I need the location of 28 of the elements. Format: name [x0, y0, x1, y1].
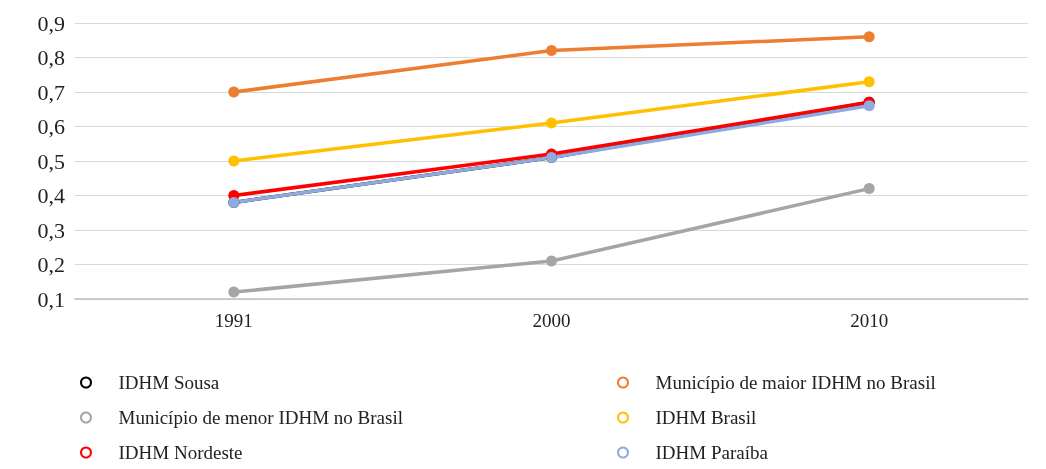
point — [863, 100, 875, 112]
y-tick-label: 0,4 — [37, 183, 65, 208]
legend-label: IDHM Nordeste — [118, 442, 243, 463]
y-tick-label: 0,1 — [37, 286, 65, 312]
y-tick-label: 0,8 — [37, 45, 65, 70]
y-tick-label: 0,9 — [37, 10, 65, 36]
legend-label: IDHM Paraíba — [655, 442, 769, 463]
y-tick-label: 0,3 — [37, 217, 65, 243]
legend-label: Município de maior IDHM no Brasil — [655, 372, 936, 393]
point — [546, 45, 557, 57]
legend-label: Município de menor IDHM no Brasil — [118, 407, 403, 428]
point — [863, 76, 875, 88]
x-tick-label: 2000 — [532, 310, 571, 331]
legend-label: IDHM Brasil — [655, 407, 757, 428]
point — [546, 255, 557, 267]
point — [863, 31, 875, 43]
y-tick-label: 0,2 — [37, 252, 65, 277]
y-tick-label: 0,7 — [37, 79, 65, 105]
y-tick-label: 0,5 — [37, 148, 65, 174]
point — [228, 286, 240, 298]
point — [546, 117, 557, 129]
x-tick-label: 2010 — [850, 310, 889, 331]
point — [863, 183, 875, 195]
x-tick-label: 1991 — [214, 310, 253, 331]
point — [228, 155, 240, 167]
point — [228, 86, 240, 98]
legend-label: IDHM Sousa — [118, 372, 220, 393]
y-tick-label: 0,6 — [37, 114, 65, 139]
